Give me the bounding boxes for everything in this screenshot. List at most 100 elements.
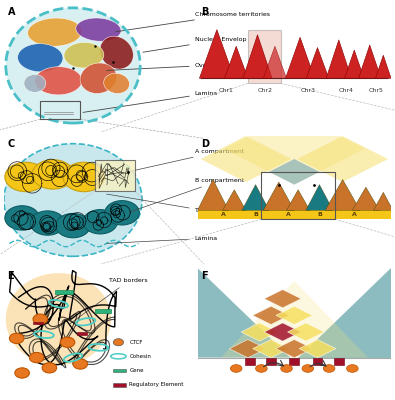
Polygon shape [224,113,365,185]
Polygon shape [253,340,290,358]
Polygon shape [263,182,294,210]
Ellipse shape [28,18,82,46]
Polygon shape [297,136,388,182]
Text: E: E [8,270,14,280]
Bar [95,309,111,313]
Circle shape [73,359,88,369]
Circle shape [323,365,335,372]
Ellipse shape [18,44,63,72]
Bar [55,290,73,294]
Text: Overlap: Overlap [107,63,220,70]
Polygon shape [225,46,248,78]
Text: Lamina: Lamina [83,91,218,112]
Polygon shape [223,190,246,210]
Polygon shape [286,190,310,210]
Circle shape [30,211,65,235]
Circle shape [5,206,40,230]
Ellipse shape [80,63,117,94]
Ellipse shape [104,73,130,94]
Text: D: D [201,138,209,148]
Ellipse shape [6,8,140,123]
Text: CTCF: CTCF [129,340,143,345]
Ellipse shape [24,74,46,92]
Polygon shape [221,281,368,358]
Ellipse shape [6,273,111,365]
Text: Chr1: Chr1 [219,88,234,94]
Circle shape [346,365,358,372]
Ellipse shape [35,67,82,95]
Polygon shape [306,185,333,210]
Text: C: C [8,138,15,148]
Bar [245,358,255,365]
Bar [40,101,80,119]
Text: B: B [317,212,322,217]
Polygon shape [241,323,278,341]
Bar [248,30,281,83]
Circle shape [256,365,267,372]
Text: A compartment: A compartment [119,149,244,174]
Circle shape [302,365,314,372]
Polygon shape [374,192,393,210]
Circle shape [32,160,74,189]
Ellipse shape [100,36,134,69]
Text: TAD borders: TAD borders [70,278,148,324]
Polygon shape [201,136,291,182]
Polygon shape [242,185,269,210]
Text: Lamina: Lamina [107,236,218,243]
Polygon shape [229,340,266,358]
Polygon shape [326,40,352,78]
Circle shape [230,365,242,372]
Circle shape [9,333,24,344]
Polygon shape [198,180,228,210]
Polygon shape [306,48,329,78]
Circle shape [56,214,90,238]
Text: TADs: TADs [107,194,211,213]
Polygon shape [263,46,286,78]
Text: B: B [201,6,209,16]
Bar [198,210,391,219]
Text: F: F [201,270,208,280]
Text: Gene: Gene [129,368,144,373]
Bar [77,332,87,334]
Circle shape [42,363,56,373]
Ellipse shape [76,18,121,41]
Bar [334,358,344,365]
Text: A: A [221,212,226,217]
Polygon shape [269,159,320,185]
Text: B: B [253,212,258,217]
Bar [313,358,322,365]
Polygon shape [198,268,290,358]
Polygon shape [199,30,234,78]
Bar [33,322,43,324]
Polygon shape [276,306,313,324]
Polygon shape [325,180,360,210]
Polygon shape [376,55,391,78]
Polygon shape [344,50,364,78]
Circle shape [33,314,47,324]
Text: A: A [286,212,291,217]
Text: Chr2: Chr2 [258,88,273,94]
Circle shape [113,339,124,346]
Bar [261,172,335,219]
Ellipse shape [4,144,142,256]
Text: Chromosome territories: Chromosome territories [116,12,270,32]
Circle shape [5,162,47,192]
Polygon shape [276,340,313,358]
Text: A: A [352,212,357,217]
Ellipse shape [64,42,104,68]
Polygon shape [359,45,381,78]
Text: Chr5: Chr5 [368,88,383,94]
Polygon shape [299,340,336,358]
Polygon shape [286,37,314,78]
Circle shape [105,201,139,225]
Polygon shape [264,323,301,341]
Circle shape [29,352,44,363]
Text: Chr4: Chr4 [339,88,354,94]
Polygon shape [243,35,272,78]
Bar [290,358,299,365]
Polygon shape [264,290,301,308]
Polygon shape [352,187,380,210]
Polygon shape [253,306,290,324]
Text: Nuclear Envelop: Nuclear Envelop [143,37,246,52]
Text: Cohesin: Cohesin [129,354,151,359]
